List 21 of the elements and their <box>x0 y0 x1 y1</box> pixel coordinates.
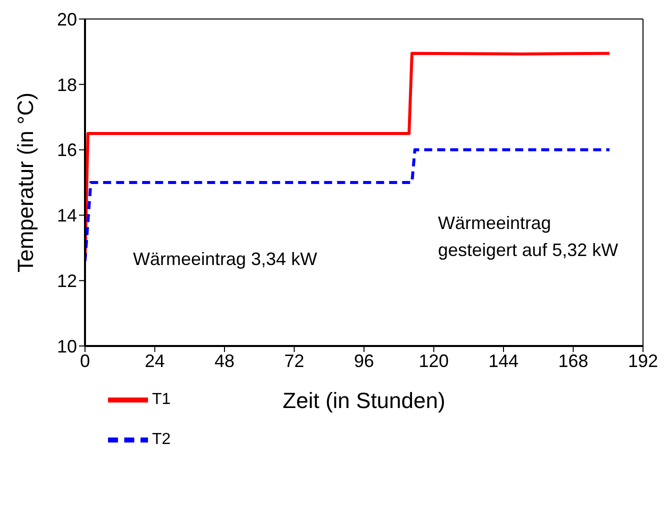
x-tick-label: 168 <box>558 350 588 371</box>
x-tick-label: 120 <box>418 350 449 371</box>
y-tick-label: 18 <box>56 74 77 95</box>
x-tick-label: 48 <box>214 350 235 371</box>
legend-label: T1 <box>152 391 171 408</box>
x-tick-label: 0 <box>80 350 90 371</box>
y-tick-label: 20 <box>56 9 77 30</box>
x-tick-label: 24 <box>144 350 165 371</box>
y-tick-label: 16 <box>56 140 77 160</box>
annotation: Wärmeeintrag 3,34 kW <box>133 248 318 271</box>
y-axis-title: Temperatur (in °C) <box>12 92 38 272</box>
x-axis-title: Zeit (in Stunden) <box>282 388 446 413</box>
annotation: Wärmeeintrag gesteigert auf 5,32 kW <box>438 212 618 262</box>
y-tick-label: 12 <box>56 270 77 291</box>
x-tick-label: 144 <box>488 350 519 371</box>
x-tick-label: 72 <box>284 350 304 371</box>
x-tick-label: 96 <box>354 350 374 371</box>
x-tick-label: 192 <box>628 350 658 371</box>
y-tick-label: 10 <box>56 336 77 356</box>
legend-label: T2 <box>152 431 171 448</box>
y-tick-label: 14 <box>56 206 77 226</box>
